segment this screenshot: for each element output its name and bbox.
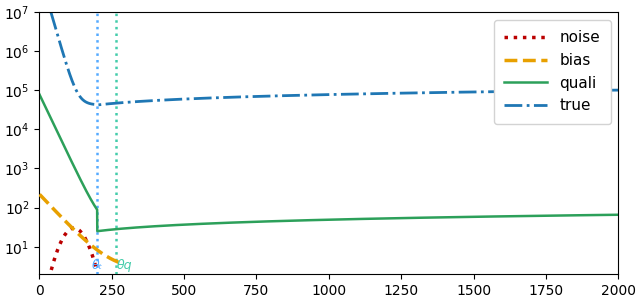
Text: θₜ: θₜ bbox=[92, 259, 103, 272]
true bbox=[279, 94, 287, 98]
Legend: noise, bias, quali, true: noise, bias, quali, true bbox=[493, 20, 611, 124]
quali bbox=[93, 229, 101, 233]
quali bbox=[614, 213, 622, 217]
true bbox=[614, 88, 622, 92]
quali bbox=[456, 215, 464, 219]
Line: quali: quali bbox=[40, 95, 618, 231]
true bbox=[456, 90, 464, 94]
Line: noise: noise bbox=[51, 228, 97, 270]
quali bbox=[284, 219, 291, 223]
quali bbox=[597, 213, 605, 217]
true bbox=[310, 93, 318, 97]
true bbox=[596, 88, 604, 92]
Line: true: true bbox=[51, 12, 618, 105]
true bbox=[284, 94, 291, 97]
quali bbox=[279, 219, 287, 223]
Text: θq: θq bbox=[117, 259, 132, 272]
quali bbox=[36, 93, 44, 96]
bias bbox=[36, 193, 44, 196]
quali bbox=[568, 214, 576, 217]
true bbox=[568, 89, 575, 92]
Line: bias: bias bbox=[40, 194, 119, 262]
quali bbox=[311, 218, 319, 222]
